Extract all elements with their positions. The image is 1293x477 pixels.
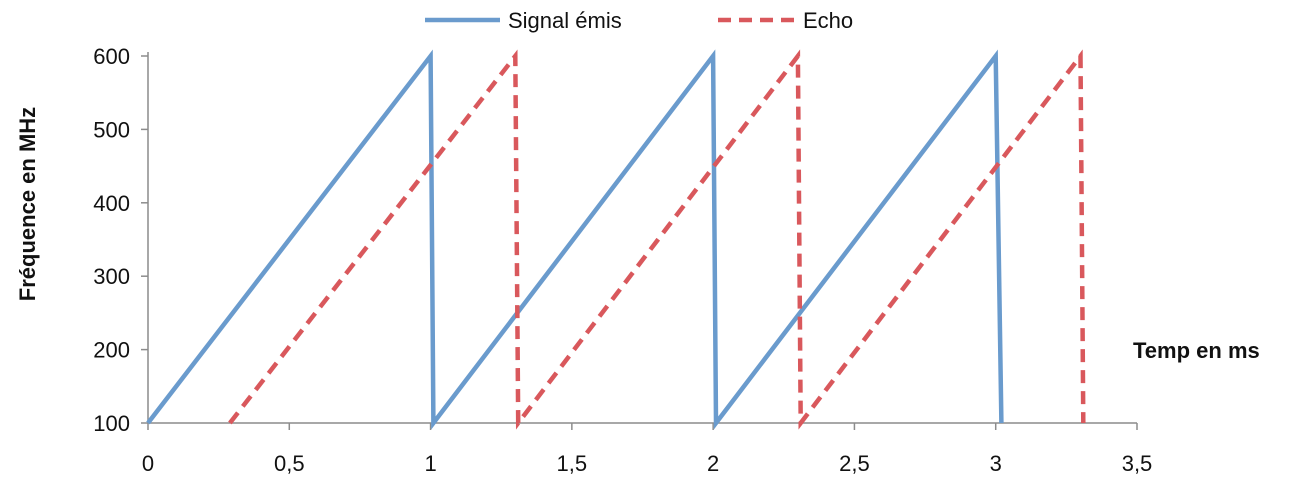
series-group [146,49,1086,430]
y-tick-label: 200 [93,338,130,363]
legend: Signal émis Echo [425,8,853,33]
series-line-signal [146,49,1004,430]
legend-label: Echo [803,8,853,33]
y-tick-label: 300 [93,264,130,289]
y-tick-label: 100 [93,411,130,436]
x-tick-label: 0 [142,451,154,476]
x-tick-label: 2 [707,451,719,476]
x-tick-label: 3 [990,451,1002,476]
x-tick-label: 1 [424,451,436,476]
series-line-echo [228,49,1086,430]
y-axis-title: Fréquence en MHz [15,107,40,301]
x-axis-title: Temp en ms [1133,338,1260,363]
x-tick-label: 2,5 [839,451,870,476]
y-tick-label: 500 [93,117,130,142]
x-tick-label: 0,5 [274,451,305,476]
x-tick-label: 1,5 [557,451,588,476]
x-tick-label: 3,5 [1122,451,1153,476]
axes: 100 200 300 400 500 600 0 0,5 1 1,5 2 2,5 3 3,5 [93,44,1152,476]
y-tick-label: 400 [93,191,130,216]
legend-label: Signal émis [508,8,622,33]
y-tick-label: 600 [93,44,130,69]
